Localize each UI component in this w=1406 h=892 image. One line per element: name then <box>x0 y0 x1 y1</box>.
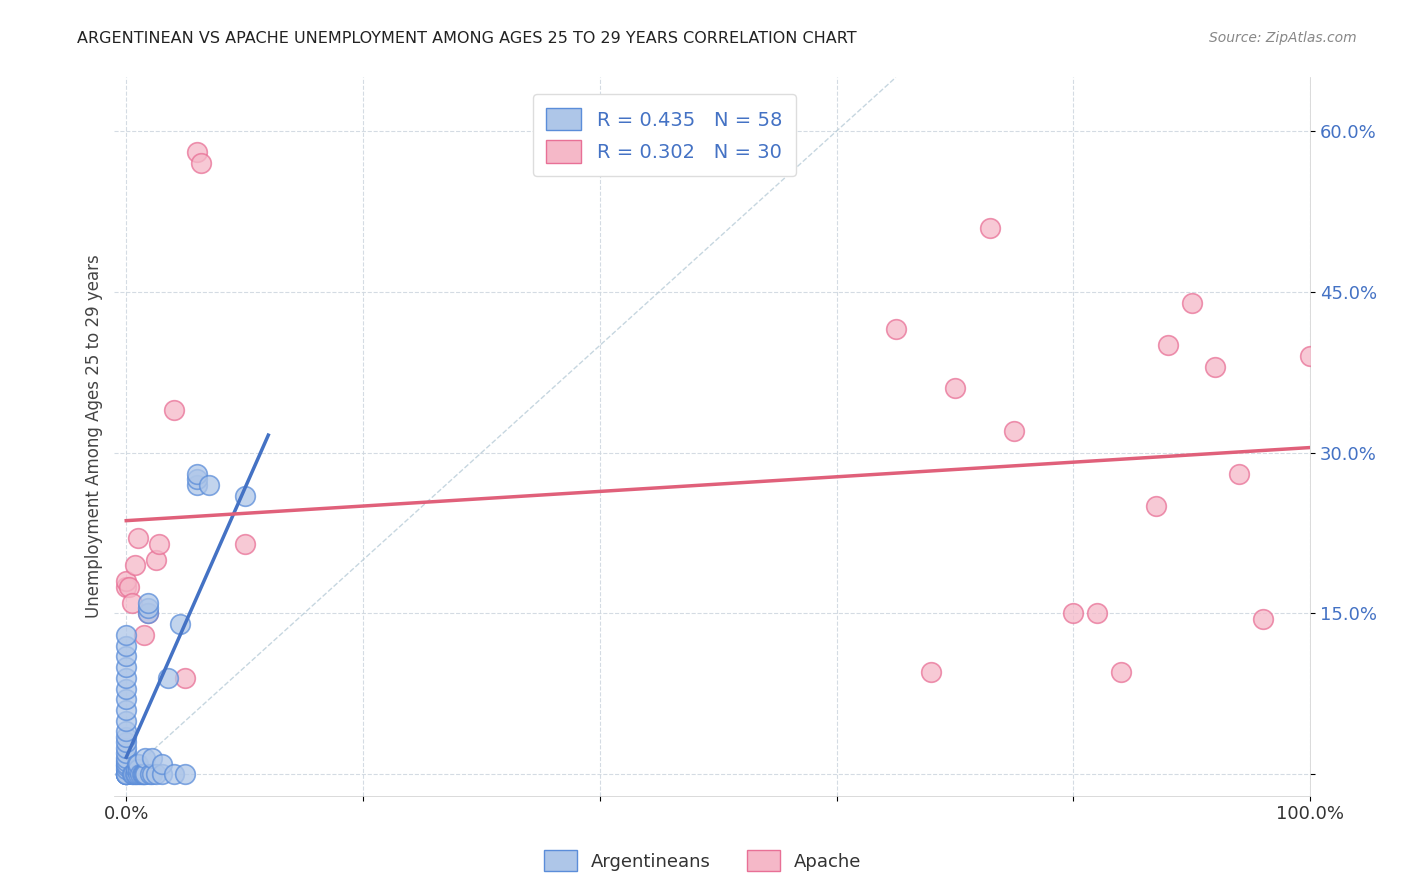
Point <box>1085 607 1108 621</box>
Point <box>115 649 138 664</box>
Point <box>121 596 143 610</box>
Point <box>150 756 173 771</box>
Point <box>198 478 221 492</box>
Point <box>979 220 1001 235</box>
Point <box>115 580 138 594</box>
Point <box>145 767 167 781</box>
Point <box>115 740 138 755</box>
Point <box>1181 295 1204 310</box>
Point <box>943 381 966 395</box>
Point <box>1299 349 1322 363</box>
Point <box>121 767 143 781</box>
Point <box>117 580 139 594</box>
Point <box>122 767 145 781</box>
Point <box>125 762 148 776</box>
Point <box>125 756 148 771</box>
Point <box>127 762 149 776</box>
Point <box>132 767 155 781</box>
Point <box>115 681 138 696</box>
Point <box>136 607 159 621</box>
Point <box>145 553 167 567</box>
Point <box>127 767 149 781</box>
Point <box>115 767 138 781</box>
Point <box>115 762 138 776</box>
Point <box>115 758 138 772</box>
Point <box>115 767 138 781</box>
Point <box>124 767 146 781</box>
Point <box>132 767 155 781</box>
Point <box>115 574 138 589</box>
Point <box>115 767 138 781</box>
Point <box>141 767 163 781</box>
Point <box>127 532 149 546</box>
Point <box>134 767 156 781</box>
Point <box>115 767 138 781</box>
Point <box>136 607 159 621</box>
Point <box>124 558 146 573</box>
Text: Source: ZipAtlas.com: Source: ZipAtlas.com <box>1209 31 1357 45</box>
Point <box>884 322 907 336</box>
Point <box>115 628 138 642</box>
Point <box>136 601 159 615</box>
Point <box>115 756 138 771</box>
Point <box>141 751 163 765</box>
Point <box>162 767 184 781</box>
Point <box>115 735 138 749</box>
Point <box>115 730 138 744</box>
Point <box>131 767 153 781</box>
Point <box>1002 424 1025 438</box>
Point <box>115 671 138 685</box>
Point <box>1062 607 1084 621</box>
Point <box>132 628 155 642</box>
Point <box>1227 467 1250 482</box>
Point <box>190 156 212 170</box>
Text: ARGENTINEAN VS APACHE UNEMPLOYMENT AMONG AGES 25 TO 29 YEARS CORRELATION CHART: ARGENTINEAN VS APACHE UNEMPLOYMENT AMONG… <box>77 31 856 46</box>
Point <box>127 756 149 771</box>
Legend: R = 0.435   N = 58, R = 0.302   N = 30: R = 0.435 N = 58, R = 0.302 N = 30 <box>533 95 796 177</box>
Point <box>148 537 170 551</box>
Point <box>156 671 179 685</box>
Point <box>174 671 197 685</box>
Point <box>115 767 138 781</box>
Point <box>920 665 942 680</box>
Point <box>115 767 138 781</box>
Y-axis label: Unemployment Among Ages 25 to 29 years: Unemployment Among Ages 25 to 29 years <box>86 255 103 618</box>
Point <box>186 473 208 487</box>
Point <box>115 751 138 765</box>
Point <box>115 746 138 760</box>
Legend: Argentineans, Apache: Argentineans, Apache <box>537 843 869 879</box>
Point <box>115 724 138 739</box>
Point <box>115 703 138 717</box>
Point <box>134 751 156 765</box>
Point <box>139 767 162 781</box>
Point <box>169 617 191 632</box>
Point <box>150 767 173 781</box>
Point <box>115 714 138 728</box>
Point <box>186 478 208 492</box>
Point <box>162 402 184 417</box>
Point <box>1144 500 1167 514</box>
Point <box>115 692 138 706</box>
Point <box>125 767 148 781</box>
Point <box>1204 359 1226 374</box>
Point <box>1109 665 1132 680</box>
Point <box>186 467 208 482</box>
Point <box>129 767 152 781</box>
Point <box>174 767 197 781</box>
Point <box>115 639 138 653</box>
Point <box>115 755 138 769</box>
Point <box>136 596 159 610</box>
Point <box>233 537 256 551</box>
Point <box>1157 338 1180 352</box>
Point <box>186 145 208 160</box>
Point <box>233 489 256 503</box>
Point <box>1251 612 1274 626</box>
Point <box>115 660 138 674</box>
